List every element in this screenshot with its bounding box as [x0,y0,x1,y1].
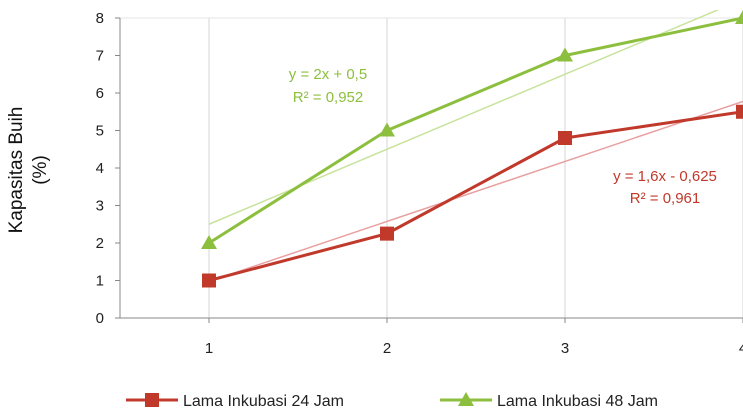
trendlines [208,10,743,283]
data-point-24-3 [558,131,572,145]
data-point-24-2 [380,226,394,241]
y-axis-label: Kapasitas Buih (%) [6,107,51,234]
y-tick-label-7: 7 [96,48,104,65]
trend-r2-48: R² = 0,952 [293,89,363,106]
data-point-24-1 [202,273,216,288]
y-tick-label-0: 0 [96,310,104,327]
y-tick-label-6: 6 [96,85,104,102]
data-point-24-4 [736,104,743,119]
y-tick-labels: 0 1 2 3 4 5 6 7 8 [96,10,104,327]
y-tick-label-3: 3 [96,198,104,215]
data-point-48-3 [557,47,573,62]
trend-r2-24: R² = 0,961 [630,190,700,207]
legend-marker-48 [458,392,474,406]
data-point-48-2 [379,122,395,137]
y-tick-label-2: 2 [96,235,104,252]
x-tick-label-4: 4 [739,340,743,357]
y-axis-label-line-2: (%) [30,155,51,185]
x-tick-label-2: 2 [383,340,391,357]
legend: Lama Inkubasi 24 Jam Lama Inkubasi 48 Ja… [126,392,658,410]
y-axis-label-line-1: Kapasitas Buih [6,107,27,234]
y-tick-label-4: 4 [96,160,104,177]
grid-lines [120,17,743,318]
series-line-48 [208,16,743,245]
trendline-48 [208,10,720,225]
x-tick-labels: 1 2 3 4 [205,340,743,357]
y-tick-label-8: 8 [96,10,104,27]
legend-marker-24 [145,393,159,407]
series-lines [208,16,743,282]
trend-equation-48: y = 2x + 0,5 [289,66,367,83]
data-markers [201,10,743,288]
axes [115,17,743,323]
y-tick-label-5: 5 [96,123,104,140]
legend-item-48: Lama Inkubasi 48 Jam [440,392,658,410]
x-tick-label-1: 1 [205,340,213,357]
series-line-24 [208,110,743,282]
legend-label-24: Lama Inkubasi 24 Jam [183,393,344,410]
data-point-48-1 [201,235,217,249]
trendline-24 [208,100,743,283]
legend-item-24: Lama Inkubasi 24 Jam [126,393,344,410]
y-tick-label-1: 1 [96,273,104,290]
x-tick-label-3: 3 [561,340,569,357]
legend-label-48: Lama Inkubasi 48 Jam [497,393,658,410]
trend-equation-24: y = 1,6x - 0,625 [613,168,717,185]
data-point-48-4 [735,10,743,24]
